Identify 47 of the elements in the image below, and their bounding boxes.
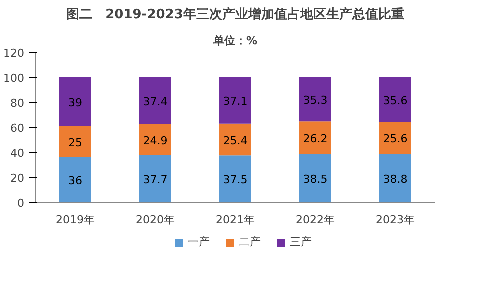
y-tick-label: 120 <box>4 47 25 60</box>
y-tick-label: 40 <box>10 147 25 160</box>
y-tick-label: 20 <box>10 172 25 185</box>
y-tick-label: 60 <box>10 122 25 135</box>
legend-label: 三产 <box>290 234 312 250</box>
x-tick-label: 2022年 <box>296 214 336 226</box>
data-label: 35.3 <box>303 94 328 108</box>
y-tick-label: 0 <box>18 197 24 210</box>
bar <box>220 156 252 202</box>
bar <box>300 122 332 154</box>
bar <box>300 78 332 122</box>
data-label: 36 <box>68 174 82 188</box>
data-label: 38.5 <box>303 172 328 186</box>
x-tick-label: 2019年 <box>56 214 96 226</box>
x-tick-label: 2021年 <box>216 214 256 226</box>
data-label: 25.6 <box>383 132 408 146</box>
legend-label: 一产 <box>188 234 210 250</box>
x-tick-label: 2023年 <box>376 214 416 226</box>
bar <box>380 154 412 202</box>
data-label: 37.1 <box>223 95 248 108</box>
bar <box>380 122 412 154</box>
data-label: 37.7 <box>143 173 168 186</box>
bar <box>140 155 172 202</box>
data-label: 37.5 <box>223 174 248 187</box>
y-tick-label: 100 <box>4 72 25 85</box>
chart-title: 图二 2019-2023年三次产业增加值占地区生产总值比重 <box>66 6 404 22</box>
legend-label: 二产 <box>239 234 261 250</box>
bar <box>300 154 332 202</box>
bar <box>60 158 92 202</box>
data-label: 24.9 <box>143 134 168 148</box>
chart-subtitle: 单位：% <box>212 34 258 48</box>
data-label: 26.2 <box>303 132 328 146</box>
bar <box>60 78 92 126</box>
bar <box>140 78 172 124</box>
data-label: 35.6 <box>383 94 408 108</box>
data-label: 39 <box>68 96 82 110</box>
bar <box>220 78 252 124</box>
bar <box>140 124 172 156</box>
bar <box>380 78 412 122</box>
data-label: 25.4 <box>223 134 248 148</box>
data-label: 37.4 <box>143 95 168 108</box>
data-label: 25 <box>68 136 82 150</box>
x-tick-label: 2020年 <box>136 214 176 226</box>
bar <box>220 124 252 156</box>
data-label: 38.8 <box>383 172 408 186</box>
bar <box>60 126 92 158</box>
y-tick-label: 80 <box>10 97 25 110</box>
